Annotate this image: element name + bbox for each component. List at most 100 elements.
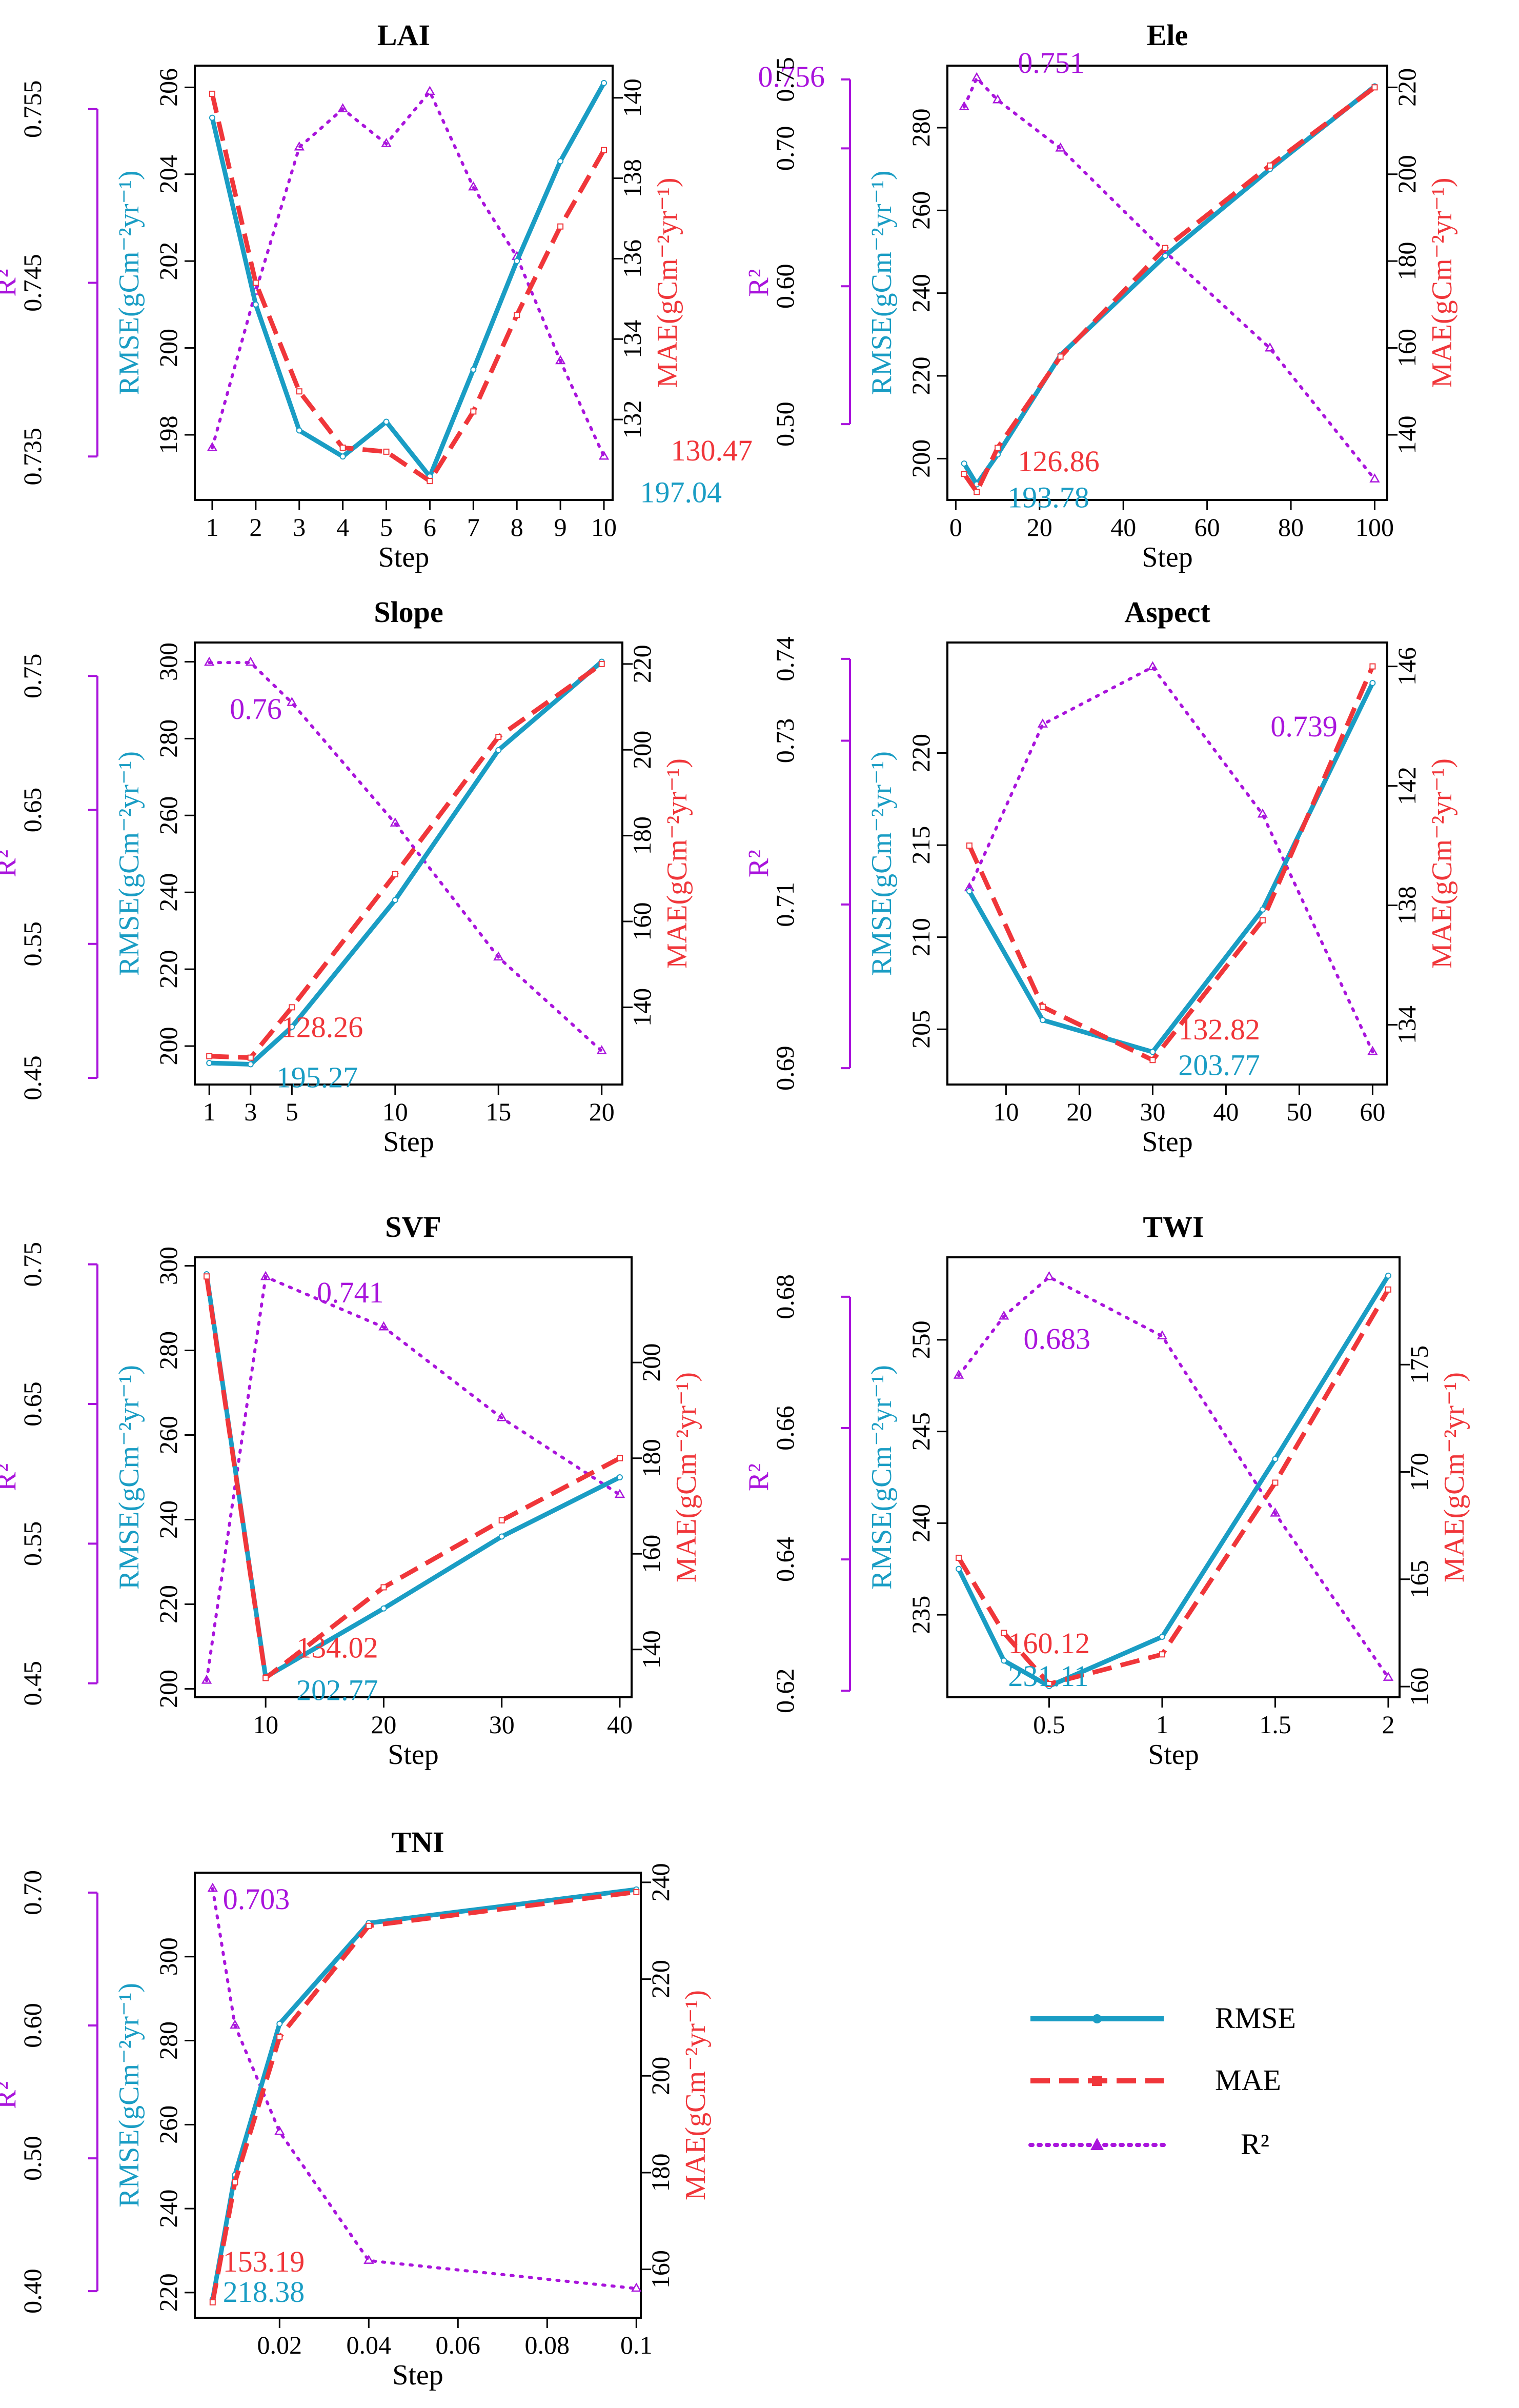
x-axis-label: Step: [378, 541, 430, 573]
mae-point: [206, 1053, 213, 1059]
x-tick-label: 1: [206, 513, 218, 541]
rmse-series-line: [210, 1887, 637, 2300]
rmse-axis: 205 210 215 220 RMSE(gCm⁻²yr⁻¹): [866, 734, 947, 1049]
mae-tick-label: 200: [627, 731, 656, 769]
r2-point: [260, 1271, 271, 1280]
rmse-point: [1149, 1049, 1156, 1055]
rmse-tick-label: 240: [154, 873, 183, 912]
mae-point: [392, 871, 398, 877]
mae-point: [1159, 1651, 1165, 1658]
panel-ele: Ele 0 20 40 60 80 100 Step 200 220 240 260 280 RMSE(g…: [743, 18, 1458, 573]
legend-mae-marker: [1092, 2076, 1102, 2086]
rmse-axis-label: RMSE(gCm⁻²yr⁻¹): [866, 1365, 898, 1590]
rmse-tick-label: 300: [154, 643, 183, 681]
r2-tick-label: 0.68: [771, 1274, 799, 1319]
mae-tick-label: 140: [618, 78, 646, 117]
mae-series-line: [209, 662, 603, 1060]
x-tick-label: 0: [949, 513, 962, 541]
x-tick-label: 80: [1278, 513, 1304, 541]
rmse-point: [252, 301, 259, 308]
mae-point: [209, 2299, 216, 2305]
r2-tick-label: 0.40: [18, 2269, 47, 2314]
mae-annotation: 126.86: [1018, 445, 1100, 478]
x-tick-label: 10: [993, 1097, 1019, 1126]
r2-series-line: [205, 1274, 621, 1682]
mae-tick-label: 165: [1405, 1560, 1433, 1598]
r2-tick-label: 0.64: [771, 1537, 799, 1582]
mae-series-line: [210, 93, 606, 484]
series-group: [201, 1271, 625, 1684]
r2-point: [953, 1369, 964, 1379]
r2-point: [992, 94, 1003, 104]
mae-point: [1369, 663, 1376, 670]
r2-point: [424, 86, 435, 95]
r2-point: [207, 442, 218, 451]
legend: RMSE MAE R²: [1028, 2001, 1296, 2161]
rmse-tick-label: 204: [154, 155, 183, 193]
x-tick-label: 40: [607, 1710, 633, 1739]
mae-point: [276, 2034, 283, 2040]
mae-point: [232, 2179, 238, 2185]
rmse-point: [276, 2020, 283, 2027]
series-group: [953, 1271, 1394, 1690]
mae-axis-label: MAE(gCm⁻²yr⁻¹): [671, 1372, 702, 1582]
mae-tick-label: 180: [1392, 242, 1421, 280]
x-axis-label: Step: [383, 1126, 434, 1158]
x-tick-label: 5: [286, 1097, 298, 1126]
panel-title: Aspect: [1124, 595, 1210, 629]
mae-tick-label: 140: [1392, 415, 1421, 454]
mae-point: [1046, 1681, 1052, 1688]
mae-axis-label: MAE(gCm⁻²yr⁻¹): [680, 1990, 712, 2200]
rmse-annotation: 197.04: [640, 475, 722, 509]
r2-tick-label: 0.65: [18, 1381, 47, 1427]
rmse-point: [557, 158, 564, 165]
mae-point: [974, 489, 980, 495]
rmse-axis-label: RMSE(gCm⁻²yr⁻¹): [113, 1983, 145, 2208]
r2-tick-label: 0.73: [771, 718, 799, 764]
rmse-tick-label: 240: [906, 274, 935, 312]
rmse-annotation: 202.77: [296, 1674, 378, 1707]
mae-tick-label: 134: [618, 320, 646, 358]
r2-annotation: 0.683: [1023, 1322, 1090, 1355]
x-tick-label: 4: [336, 513, 349, 541]
mae-axis-label: MAE(gCm⁻²yr⁻¹): [652, 178, 683, 388]
rmse-point: [601, 79, 607, 86]
r2-tick-label: 0.55: [18, 1521, 47, 1567]
r2-series-line: [967, 665, 1374, 1054]
r2-tick-label: 0.69: [771, 1046, 799, 1091]
r2-point: [294, 141, 305, 151]
r2-point: [999, 1310, 1009, 1320]
x-tick-label: 20: [1027, 513, 1052, 541]
rmse-axis: 200 220 240 260 280 RMSE(gCm⁻²yr⁻¹): [866, 109, 947, 478]
r2-axis: 0.69 0.71 0.73 0.74 R²: [743, 636, 851, 1091]
rmse-point: [1259, 906, 1266, 913]
rmse-tick-label: 300: [154, 1937, 183, 1976]
x-tick-label: 30: [489, 1710, 515, 1739]
r2-point: [959, 101, 969, 110]
mae-point: [1272, 1479, 1279, 1486]
rmse-series-line: [957, 1274, 1390, 1689]
mae-tick-label: 160: [627, 902, 656, 940]
rmse-annotation: 218.38: [223, 2275, 305, 2309]
panel-title: TWI: [1143, 1210, 1204, 1243]
mae-point: [427, 478, 433, 485]
series-group: [204, 656, 607, 1068]
rmse-tick-label: 200: [154, 329, 183, 367]
rmse-annotation: 231.11: [1008, 1659, 1088, 1693]
r2-annotation: 0.76: [230, 692, 281, 726]
mae-axis: 134 138 142 146 MAE(gCm⁻²yr⁻¹): [1387, 647, 1458, 1044]
r2-axis: 0.40 0.50 0.60 0.70 R²: [0, 1870, 98, 2314]
rmse-tick-label: 240: [154, 1500, 183, 1539]
x-tick-label: 20: [589, 1097, 615, 1126]
rmse-point: [206, 1060, 213, 1067]
mae-axis: 160 180 200 220 240 MAE(gCm⁻²yr⁻¹): [641, 1863, 712, 2289]
r2-point: [245, 656, 256, 666]
mae-annotation: 128.26: [281, 1011, 363, 1044]
mae-tick-label: 200: [646, 2057, 675, 2095]
rmse-axis-label: RMSE(gCm⁻²yr⁻¹): [866, 751, 898, 976]
rmse-tick-label: 198: [154, 415, 183, 454]
mae-tick-label: 200: [637, 1343, 665, 1382]
x-axis-label: Step: [392, 2359, 443, 2391]
r2-tick-label: 0.75: [771, 57, 799, 102]
mae-tick-label: 138: [1392, 886, 1421, 925]
